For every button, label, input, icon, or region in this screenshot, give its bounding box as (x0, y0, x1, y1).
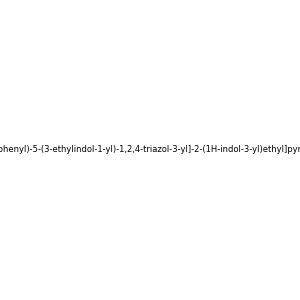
Text: N-[1-[4-(2,4-dimethoxyphenyl)-5-(3-ethylindol-1-yl)-1,2,4-triazol-3-yl]-2-(1H-in: N-[1-[4-(2,4-dimethoxyphenyl)-5-(3-ethyl… (0, 146, 300, 154)
